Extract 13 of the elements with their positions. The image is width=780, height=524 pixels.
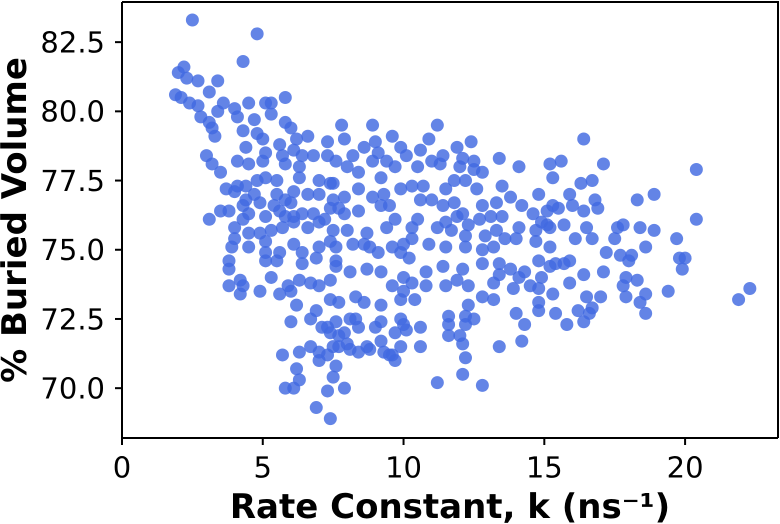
x-tick-label: 10 xyxy=(385,450,422,485)
x-axis-title: Rate Constant, k (ns⁻¹) xyxy=(230,487,670,524)
y-tick-label: 72.5 xyxy=(40,302,105,336)
x-tick-label: 20 xyxy=(666,450,704,485)
y-tick-label: 80.0 xyxy=(40,94,105,129)
y-tick-label: 75.0 xyxy=(40,233,105,268)
x-tick-label: 5 xyxy=(254,450,272,485)
y-tick-label: 70.0 xyxy=(40,371,105,406)
y-axis-title: % Buried Volume xyxy=(0,57,35,383)
x-tick-label: 0 xyxy=(112,450,132,485)
y-tick-label: 82.5 xyxy=(40,25,105,60)
y-tick-label: 77.5 xyxy=(40,164,105,198)
x-tick-label: 15 xyxy=(526,450,563,485)
